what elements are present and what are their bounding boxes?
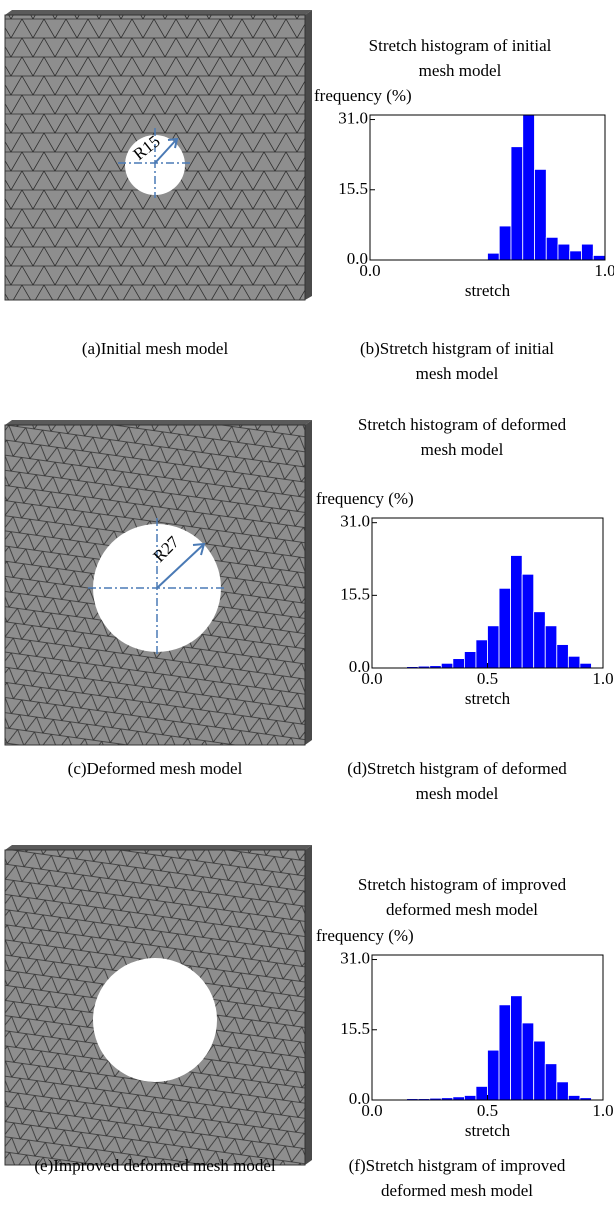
bar — [511, 996, 523, 1100]
bar — [476, 640, 488, 668]
caption: (c)Deformed mesh model — [0, 756, 310, 781]
plot-frame — [370, 115, 605, 260]
y-tick-label: 15.5 — [338, 179, 368, 198]
bar — [522, 1023, 534, 1100]
bar — [546, 237, 558, 260]
y-axis-label: frequency (%) — [314, 86, 412, 105]
x-tick-label: 0.0 — [359, 261, 380, 280]
bar — [453, 659, 465, 668]
x-tick-label: 0.5 — [477, 1101, 498, 1120]
bar — [535, 169, 547, 260]
x-tick-label: 1.0 — [594, 261, 614, 280]
caption: (b)Stretch histgram of initial mesh mode… — [300, 336, 614, 386]
y-tick-label: 31.0 — [340, 949, 370, 968]
caption: (d)Stretch histgram of deformed mesh mod… — [300, 756, 614, 806]
bar — [499, 226, 511, 260]
mesh-e — [5, 845, 312, 1165]
figure: R15 R27 frequency (%) 0.0 15.5 31.0 0.0 1.0 st… — [0, 0, 614, 1216]
caption: (f)Stretch histgram of improved deformed… — [300, 1153, 614, 1203]
bar — [476, 1086, 488, 1100]
bar — [545, 626, 557, 668]
bar — [511, 147, 523, 260]
figure-canvas: R15 R27 frequency (%) 0.0 15.5 31.0 0.0 1.0 st… — [0, 0, 614, 1216]
mesh-c: R27 — [5, 420, 312, 745]
y-tick-label: 15.5 — [340, 1019, 370, 1038]
y-tick-label: 31.0 — [338, 109, 368, 128]
bar — [488, 1050, 500, 1100]
chart-title: Stretch histogram of deformed mesh model — [312, 412, 612, 462]
y-tick-label: 15.5 — [340, 584, 370, 603]
bar — [580, 663, 592, 668]
bar — [557, 645, 569, 668]
bar — [534, 1041, 546, 1100]
chart-title: Stretch histogram of improved deformed m… — [312, 872, 612, 922]
y-axis-label: frequency (%) — [316, 926, 414, 945]
caption: (a)Initial mesh model — [0, 336, 310, 361]
chart-title: Stretch histogram of initial mesh model — [310, 33, 610, 83]
bar — [488, 253, 500, 260]
x-tick-label: 0.0 — [361, 1101, 382, 1120]
bar — [570, 251, 582, 260]
x-axis-label: stretch — [465, 689, 511, 708]
bar — [499, 588, 511, 668]
bar — [568, 656, 580, 668]
x-tick-label: 0.5 — [477, 669, 498, 688]
x-axis-label: stretch — [465, 1121, 511, 1140]
bar — [545, 1064, 557, 1100]
bar — [464, 652, 476, 668]
bar — [558, 244, 570, 260]
bar — [511, 556, 523, 669]
bar — [441, 663, 453, 668]
bar — [523, 115, 535, 260]
x-axis-label: stretch — [465, 281, 511, 300]
bar — [557, 1082, 569, 1100]
bar — [464, 1095, 476, 1100]
x-tick-label: 1.0 — [592, 669, 613, 688]
bar — [593, 255, 605, 260]
bar — [582, 244, 594, 260]
y-tick-label: 31.0 — [340, 512, 370, 531]
x-tick-label: 0.0 — [361, 669, 382, 688]
mesh-a: R15 — [5, 10, 312, 300]
bar — [568, 1095, 580, 1100]
bar — [499, 1005, 511, 1100]
x-tick-label: 1.0 — [592, 1101, 613, 1120]
bar — [522, 574, 534, 668]
bar — [534, 612, 546, 668]
y-axis-label: frequency (%) — [316, 489, 414, 508]
bar — [488, 626, 500, 668]
caption: (e)Improved deformed mesh model — [0, 1153, 310, 1178]
